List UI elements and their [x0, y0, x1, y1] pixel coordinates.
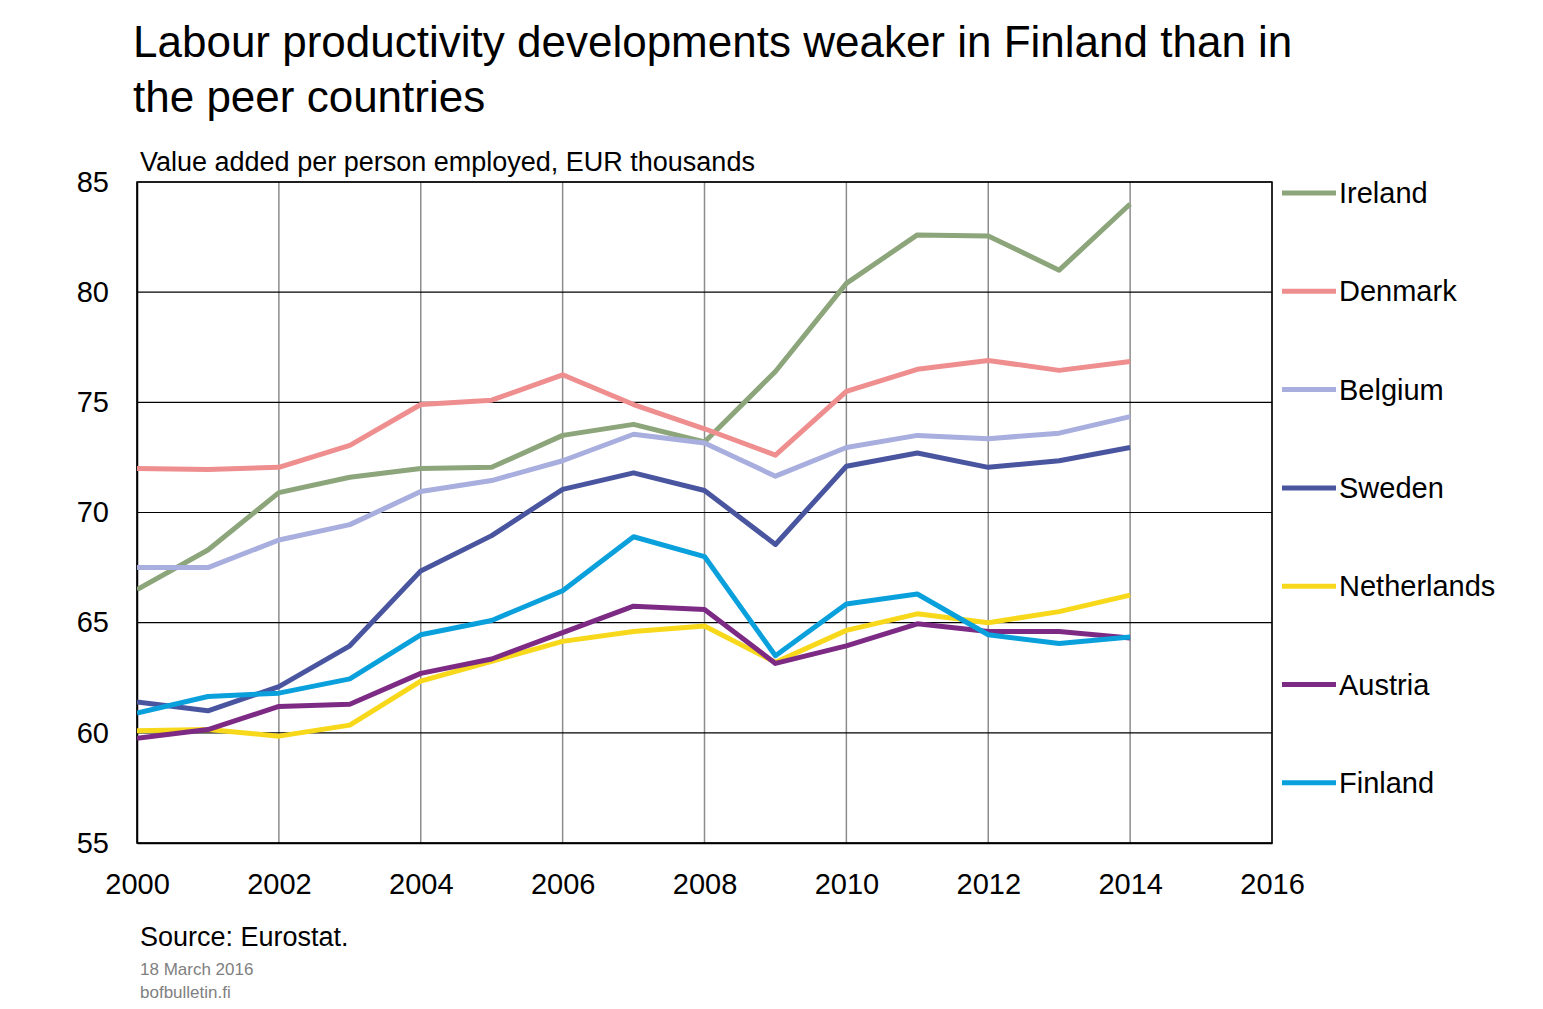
source: Source: Eurostat.: [140, 922, 349, 952]
x-tick: 2016: [1240, 843, 1305, 900]
x-tick: 2006: [531, 843, 596, 900]
series-line: [137, 360, 1130, 469]
legend-label: Netherlands: [1339, 570, 1495, 602]
x-tick-label: 2016: [1240, 868, 1305, 900]
x-tick-label: 2010: [815, 868, 880, 900]
x-tick-label: 2006: [531, 868, 596, 900]
legend-label: Ireland: [1339, 177, 1428, 209]
x-tick-label: 2002: [247, 868, 312, 900]
y-tick-label: 55: [77, 827, 109, 859]
x-tick-label: 2014: [1098, 868, 1163, 900]
x-tick: 2014: [1098, 843, 1163, 900]
plot-frame: [137, 182, 1272, 843]
legend-item: Netherlands: [1282, 570, 1495, 602]
y-tick: 70: [77, 496, 137, 528]
series-line: [137, 448, 1130, 711]
y-tick-label: 65: [77, 606, 109, 638]
x-tick-label: 2012: [956, 868, 1021, 900]
x-axis: 2000 2002 2004 2006 2008 2010 2012 2014 2016: [105, 843, 1305, 900]
subtitle: Value added per person employed, EUR tho…: [140, 147, 755, 177]
y-tick: 55: [77, 827, 137, 859]
legend-label: Denmark: [1339, 275, 1457, 307]
series-line: [137, 204, 1130, 590]
legend-item: Finland: [1282, 767, 1434, 799]
legend-swatch: [1282, 289, 1336, 294]
y-axis: 55 60 65 70 75 80 85: [77, 166, 138, 859]
legend-item: Belgium: [1282, 374, 1444, 406]
x-tick: 2010: [815, 843, 880, 900]
y-axis-line: [137, 183, 139, 844]
footnote: bofbulletin.fi: [140, 983, 231, 1002]
y-tick-label: 60: [77, 717, 109, 749]
legend-swatch: [1282, 584, 1336, 589]
y-tick-label: 85: [77, 166, 109, 198]
grid: [137, 182, 1272, 843]
legend-swatch: [1282, 780, 1336, 785]
legend: Ireland Denmark Belgium Sweden Netherlands Au…: [1282, 177, 1495, 799]
grid-line-y: [137, 512, 1272, 513]
legend-swatch: [1282, 485, 1336, 490]
x-tick: 2012: [956, 843, 1021, 900]
legend-swatch: [1282, 682, 1336, 687]
x-tick-label: 2000: [105, 868, 170, 900]
series-line: [137, 417, 1130, 568]
x-tick: 2002: [247, 843, 312, 900]
x-tick-label: 2008: [673, 868, 738, 900]
legend-label: Finland: [1339, 767, 1434, 799]
legend-item: Austria: [1282, 669, 1430, 701]
grid-line-y: [137, 402, 1272, 403]
y-tick: 80: [77, 276, 137, 308]
legend-label: Belgium: [1339, 374, 1444, 406]
legend-item: Sweden: [1282, 472, 1444, 504]
lines: [137, 204, 1130, 738]
legend-label: Sweden: [1339, 472, 1444, 504]
x-tick: 2008: [673, 843, 738, 900]
y-tick-label: 80: [77, 276, 109, 308]
title: Labour productivity developments weaker …: [133, 17, 1292, 121]
chart: Labour productivity developments weaker …: [0, 0, 1543, 1009]
legend-item: Denmark: [1282, 275, 1457, 307]
footnote: 18 March 2016: [140, 960, 253, 979]
legend-swatch: [1282, 191, 1336, 196]
x-tick: 2000: [105, 843, 170, 900]
legend-item: Ireland: [1282, 177, 1428, 209]
series-line: [137, 595, 1130, 736]
grid-line-y: [137, 622, 1272, 623]
legend-label: Austria: [1339, 669, 1430, 701]
series-line: [137, 606, 1130, 738]
y-tick: 65: [77, 606, 137, 638]
series-line: [137, 537, 1130, 713]
legend-swatch: [1282, 387, 1336, 392]
x-axis-line: [138, 843, 1273, 845]
y-tick: 85: [77, 166, 137, 198]
y-tick: 75: [77, 386, 137, 418]
x-tick: 2004: [389, 843, 454, 900]
y-tick: 60: [77, 717, 137, 749]
y-tick-label: 75: [77, 386, 109, 418]
x-tick-label: 2004: [389, 868, 454, 900]
y-tick-label: 70: [77, 496, 109, 528]
grid-line-y: [137, 292, 1272, 293]
